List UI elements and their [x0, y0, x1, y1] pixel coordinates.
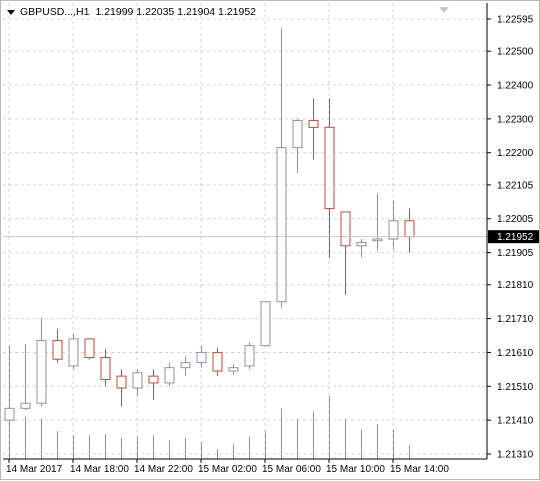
volume-bars	[9, 396, 410, 459]
candle-body	[100, 357, 111, 381]
candle-body	[148, 375, 159, 384]
candle-body	[180, 362, 191, 369]
candle-body	[372, 238, 383, 242]
time-tick-label: 14 Mar 22:00	[134, 464, 193, 475]
candle-body	[244, 345, 255, 367]
current-price-tag: 1.21952	[488, 230, 539, 244]
price-tick-label: 1.22005	[497, 214, 534, 225]
price-tick-label: 1.21905	[497, 248, 534, 259]
candle-body	[404, 220, 415, 238]
candle-body	[356, 241, 367, 247]
current-price-label: 1.21952	[497, 232, 534, 243]
price-axis[interactable]: 1.22595 1.22500 1.22400 1.22300 1.22200 1.221…	[486, 3, 534, 461]
price-tick-label: 1.22200	[497, 148, 534, 159]
candle-body	[340, 211, 351, 247]
price-tick-label: 1.21410	[497, 416, 534, 427]
candle-body	[276, 147, 287, 303]
price-tick-label: 1.22595	[497, 15, 534, 26]
candle-body	[116, 375, 127, 389]
symbol-timeframe: GBPUSD...,H1	[20, 6, 90, 18]
chart-header: GBPUSD...,H1 1.21999 1.22035 1.21904 1.2…	[7, 6, 256, 18]
ohlc-values: 1.21999 1.22035 1.21904 1.21952	[95, 6, 257, 18]
time-tick-label: 14 Mar 18:00	[70, 464, 129, 475]
time-tick-label: 15 Mar 02:00	[198, 464, 257, 475]
candle-body	[164, 367, 175, 384]
candle-body	[260, 301, 271, 347]
candle-body	[4, 407, 15, 421]
candle-body	[132, 372, 143, 389]
time-tick-label: 14 Mar 2017	[6, 464, 63, 475]
time-axis[interactable]: 14 Mar 2017 14 Mar 18:00 14 Mar 22:00 15 Ma…	[3, 458, 487, 475]
current-price-tag-bg	[488, 230, 539, 244]
chart-shift-marker-icon[interactable]	[439, 7, 449, 13]
price-tick-label: 1.21510	[497, 382, 534, 393]
candle-body	[324, 126, 335, 210]
price-tick-label: 1.21810	[497, 280, 534, 291]
time-tick-label: 15 Mar 06:00	[262, 464, 321, 475]
price-tick-label: 1.22500	[497, 47, 534, 58]
price-tick-label: 1.21610	[497, 348, 534, 359]
price-tick-label: 1.22400	[497, 81, 534, 92]
price-tick-label: 1.21310	[497, 450, 534, 461]
time-tick-label: 15 Mar 10:00	[326, 464, 385, 475]
candle-body	[68, 338, 79, 367]
candle-body	[52, 340, 63, 360]
candle-body	[308, 120, 319, 128]
candle-body	[196, 351, 207, 364]
price-tick-label: 1.22105	[497, 180, 534, 191]
time-tick-label: 15 Mar 14:00	[390, 464, 449, 475]
candles	[4, 27, 415, 429]
candle-body	[292, 120, 303, 149]
candle-body	[388, 220, 399, 240]
candle-body	[84, 338, 95, 359]
triangle-down-icon[interactable]	[7, 10, 15, 15]
price-tick-label: 1.21710	[497, 314, 534, 325]
candle-body	[36, 340, 47, 404]
candle-body	[212, 351, 223, 372]
candle-body	[20, 402, 31, 409]
price-tick-label: 1.22300	[497, 114, 534, 125]
candle-body	[228, 367, 239, 372]
